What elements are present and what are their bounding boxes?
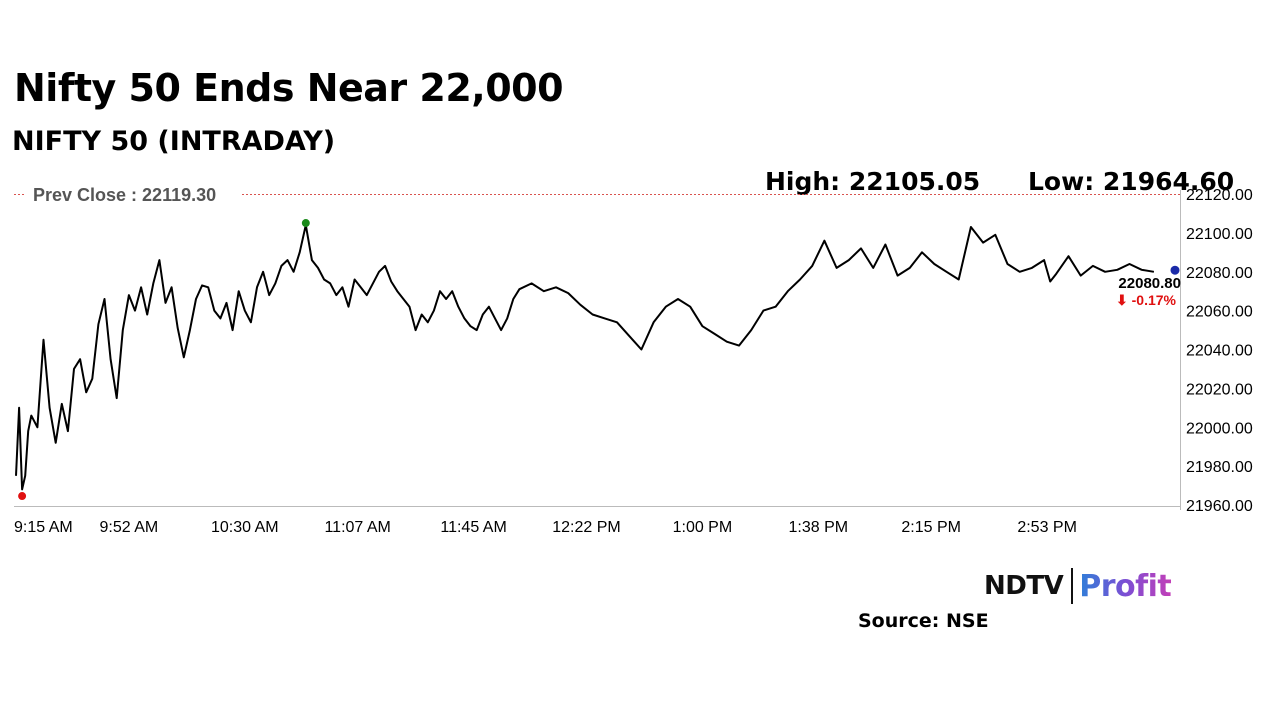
y-tick-label: 22100.00 [1186, 226, 1253, 243]
last-price-marker [1170, 265, 1180, 275]
high-point-marker [301, 219, 310, 228]
y-tick-label: 21960.00 [1186, 498, 1253, 515]
prev-close-label: Prev Close : 22119.30 [33, 185, 216, 205]
y-tick-label: 22040.00 [1186, 343, 1253, 360]
y-tick-label: 22060.00 [1186, 304, 1253, 321]
profit-logo-text: Profit [1079, 568, 1172, 604]
last-price-label: 22080.80 [1118, 275, 1181, 292]
x-tick-label: 11:07 AM [324, 519, 390, 536]
prev-close-label-bg [26, 183, 242, 206]
x-tick-label: 9:15 AM [14, 519, 73, 536]
y-tick-label: 22080.00 [1186, 265, 1253, 282]
ndtv-profit-logo: NDTV Profit [984, 566, 1172, 606]
x-tick-label: 10:30 AM [211, 519, 279, 536]
x-tick-label: 12:22 PM [552, 519, 620, 536]
x-tick-label: 2:15 PM [901, 519, 961, 536]
series-line-nifty50 [15, 224, 1155, 491]
source-note: Source: NSE [858, 610, 989, 632]
ndtv-logo-text: NDTV [984, 571, 1064, 601]
y-tick-label: 22000.00 [1186, 420, 1253, 437]
headline-title: Nifty 50 Ends Near 22,000 [14, 66, 564, 110]
x-tick-label: 2:53 PM [1017, 519, 1077, 536]
x-tick-label: 9:52 AM [100, 519, 159, 536]
y-tick-label: 22020.00 [1186, 381, 1253, 398]
x-tick-label: 1:00 PM [673, 519, 733, 536]
y-tick-label: 21980.00 [1186, 459, 1253, 476]
day-low-label: Low: 21964.60 [1028, 167, 1235, 196]
y-tick-label: 22120.00 [1186, 187, 1253, 204]
chart-subtitle: NIFTY 50 (INTRADAY) [12, 126, 336, 157]
x-tick-label: 1:38 PM [789, 519, 849, 536]
logo-divider [1071, 568, 1074, 604]
low-point-marker [18, 492, 27, 501]
x-tick-label: 11:45 AM [440, 519, 506, 536]
day-high-label: High: 22105.05 [765, 167, 981, 196]
last-change-label: ⬇ -0.17% [1116, 292, 1177, 308]
